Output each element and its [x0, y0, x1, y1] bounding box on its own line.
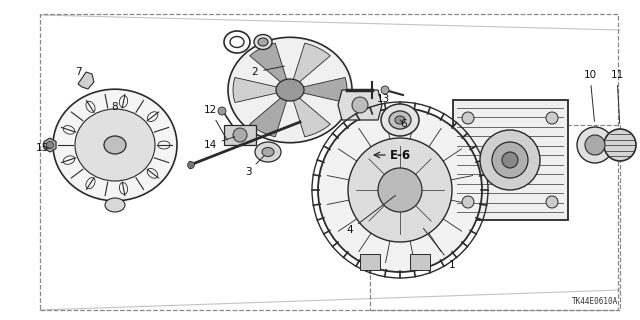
Bar [224, 125, 256, 145]
Polygon shape [78, 72, 94, 89]
Circle shape [352, 97, 368, 113]
Circle shape [233, 128, 247, 142]
Circle shape [348, 138, 452, 242]
Ellipse shape [381, 104, 419, 136]
Ellipse shape [258, 38, 268, 46]
Circle shape [577, 127, 613, 163]
Text: 8: 8 [112, 102, 118, 112]
Text: 1: 1 [424, 228, 455, 270]
Circle shape [502, 152, 518, 168]
Ellipse shape [262, 148, 274, 156]
Text: 3: 3 [244, 156, 264, 177]
Text: E-6: E-6 [390, 148, 411, 162]
Circle shape [546, 196, 558, 208]
Text: 10: 10 [584, 70, 596, 122]
Ellipse shape [276, 79, 304, 101]
Text: 13: 13 [376, 92, 393, 104]
Polygon shape [250, 43, 290, 90]
Circle shape [378, 168, 422, 212]
Circle shape [318, 108, 482, 272]
Circle shape [381, 86, 389, 94]
Ellipse shape [255, 142, 281, 162]
Text: 2: 2 [252, 66, 285, 77]
Bar [410, 254, 430, 270]
Bar [360, 254, 380, 270]
Text: 11: 11 [611, 70, 623, 124]
Ellipse shape [105, 198, 125, 212]
Polygon shape [233, 77, 290, 102]
Bar [370, 125, 620, 310]
Text: 12: 12 [204, 105, 227, 140]
Polygon shape [290, 77, 347, 102]
Circle shape [47, 141, 54, 148]
Ellipse shape [395, 116, 405, 124]
Circle shape [604, 129, 636, 161]
Text: 6: 6 [400, 119, 407, 129]
FancyBboxPatch shape [453, 100, 568, 220]
Polygon shape [290, 43, 330, 90]
Circle shape [546, 112, 558, 124]
Circle shape [462, 112, 474, 124]
Ellipse shape [53, 89, 177, 201]
Polygon shape [290, 90, 330, 137]
Text: 15: 15 [35, 143, 50, 153]
Ellipse shape [75, 109, 155, 181]
Circle shape [492, 142, 528, 178]
Circle shape [462, 196, 474, 208]
Circle shape [218, 107, 226, 115]
Text: TK44E0610A: TK44E0610A [572, 297, 618, 306]
Circle shape [188, 162, 195, 169]
Polygon shape [338, 90, 382, 120]
Ellipse shape [254, 35, 272, 50]
Text: 7: 7 [75, 67, 81, 77]
Text: 4: 4 [347, 195, 396, 235]
Ellipse shape [104, 136, 126, 154]
Circle shape [585, 135, 605, 155]
Ellipse shape [389, 111, 411, 129]
Polygon shape [250, 90, 290, 137]
Ellipse shape [228, 37, 352, 143]
Polygon shape [44, 138, 56, 152]
Circle shape [480, 130, 540, 190]
Text: 14: 14 [204, 137, 235, 150]
